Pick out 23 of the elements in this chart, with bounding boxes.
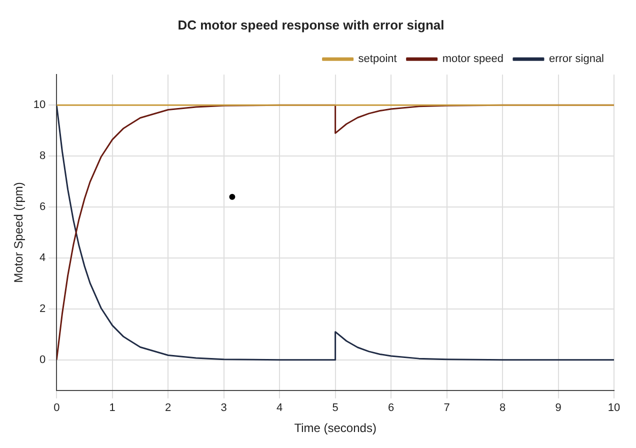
legend-label: error signal — [548, 53, 604, 66]
x-tick-label: 2 — [165, 402, 172, 414]
y-tick-label: 0 — [40, 354, 46, 366]
y-tick-label: 6 — [40, 201, 46, 214]
y-tick-label: 10 — [33, 99, 46, 112]
x-tick-label: 9 — [555, 402, 562, 414]
x-tick-label: 7 — [444, 402, 450, 414]
x-tick-label: 1 — [109, 402, 116, 414]
x-tick-label: 4 — [276, 402, 283, 414]
x-axis-title: Time (seconds) — [294, 421, 376, 436]
y-axis-title: Motor Speed (rpm) — [12, 182, 26, 283]
x-tick-label: 3 — [220, 402, 227, 414]
y-tick-label: 2 — [40, 302, 46, 315]
y-tick-label: 8 — [40, 150, 46, 162]
legend-label: setpoint — [358, 53, 397, 66]
x-tick-label: 8 — [499, 402, 506, 414]
x-tick-label: 0 — [54, 402, 60, 414]
x-tick-label: 6 — [388, 402, 394, 414]
chart-title: DC motor speed response with error signal — [178, 17, 444, 32]
legend-label: motor speed — [442, 53, 504, 66]
x-tick-label: 5 — [332, 402, 338, 414]
x-tick-label: 10 — [608, 402, 620, 414]
y-tick-label: 4 — [40, 252, 46, 264]
